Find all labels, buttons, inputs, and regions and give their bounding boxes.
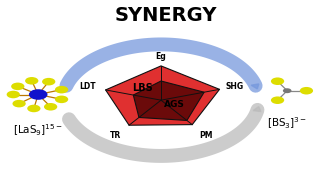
Circle shape (271, 96, 284, 104)
Text: AGS: AGS (164, 100, 185, 109)
Circle shape (44, 103, 57, 111)
Circle shape (27, 105, 41, 112)
Circle shape (7, 91, 20, 98)
Text: LBS: LBS (132, 83, 153, 93)
Text: SYNERGY: SYNERGY (115, 6, 217, 25)
Circle shape (25, 77, 39, 85)
Polygon shape (251, 84, 259, 89)
Text: TR: TR (110, 131, 121, 140)
Polygon shape (106, 66, 219, 125)
Circle shape (11, 83, 25, 90)
Text: $[\mathrm{LaS}_9]^{15-}$: $[\mathrm{LaS}_9]^{15-}$ (13, 123, 63, 138)
Text: Eg: Eg (156, 52, 166, 61)
Text: $[\mathrm{BS}_3]^{3-}$: $[\mathrm{BS}_3]^{3-}$ (267, 115, 307, 131)
Circle shape (283, 88, 291, 93)
Circle shape (55, 86, 68, 93)
Circle shape (13, 100, 26, 107)
Circle shape (29, 89, 47, 100)
Circle shape (42, 78, 55, 85)
Circle shape (300, 87, 313, 94)
Polygon shape (253, 107, 261, 112)
Text: PM: PM (200, 131, 213, 140)
Text: LDT: LDT (79, 82, 96, 91)
Circle shape (55, 96, 68, 103)
Text: SHG: SHG (225, 82, 244, 91)
Polygon shape (133, 81, 204, 120)
Circle shape (271, 77, 284, 85)
